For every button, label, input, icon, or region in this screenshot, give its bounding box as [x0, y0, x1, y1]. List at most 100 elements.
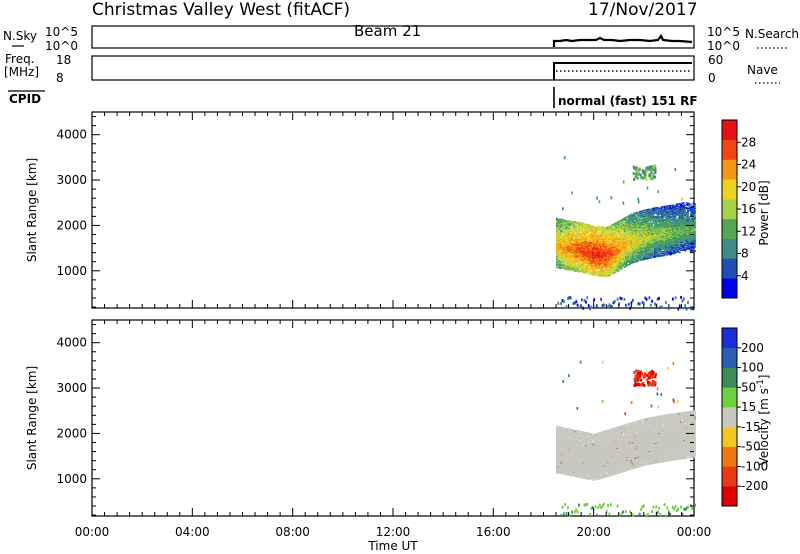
power-cell	[673, 214, 676, 216]
power-cell	[665, 234, 667, 236]
power-cell	[659, 250, 662, 252]
power-cell	[612, 271, 615, 273]
power-cell	[608, 257, 611, 260]
power-cell	[630, 238, 633, 241]
power-cell	[655, 235, 658, 237]
power-scatter-point	[610, 196, 613, 200]
power-cell	[674, 219, 677, 222]
power-cell	[580, 222, 583, 224]
power-cell	[652, 236, 655, 239]
power-cell	[666, 226, 669, 228]
power-cell	[568, 220, 571, 222]
power-cell	[558, 251, 561, 253]
power-cell	[626, 254, 629, 257]
power-cell	[556, 237, 558, 240]
power-cell	[676, 219, 678, 221]
power-cell	[687, 223, 689, 226]
power-cell	[636, 251, 638, 254]
power-near-echo	[667, 307, 670, 310]
power-cell	[598, 257, 601, 259]
power-cell	[620, 219, 623, 221]
power-cell	[583, 261, 586, 264]
power-cell	[640, 258, 642, 260]
power-cell	[558, 253, 561, 255]
power-cell	[615, 257, 618, 259]
power-scatter-point	[674, 168, 677, 171]
power-cell	[609, 231, 612, 234]
power-cell	[569, 221, 572, 224]
power-cell	[587, 228, 590, 230]
power-cell	[591, 234, 594, 236]
power-cell	[651, 223, 653, 226]
power-cell	[662, 238, 665, 241]
power-cell	[625, 239, 627, 242]
power-cell	[687, 203, 689, 206]
power-cell	[564, 259, 567, 261]
power-cell	[633, 227, 636, 230]
power-cell	[586, 250, 589, 253]
power-cell	[564, 229, 567, 231]
power-cell	[590, 252, 593, 255]
power-cell	[694, 215, 696, 217]
power-cell	[622, 235, 625, 237]
power-cell	[614, 240, 616, 243]
power-cell	[644, 231, 647, 233]
freq-label-line2: [MHz]	[4, 65, 39, 79]
power-cell	[638, 240, 641, 243]
power-cell	[640, 210, 642, 213]
power-cell	[654, 219, 656, 221]
power-cell	[678, 230, 681, 233]
power-cell	[572, 246, 575, 248]
power-cell	[586, 268, 589, 271]
power-cell	[561, 250, 564, 253]
power-cell	[662, 221, 665, 224]
power-cell	[649, 237, 652, 239]
power-cell	[597, 263, 600, 265]
power-cell	[557, 254, 560, 257]
power-cell	[673, 248, 676, 250]
power-cell	[616, 258, 619, 260]
power-cell	[576, 247, 579, 250]
power-cell	[641, 258, 644, 260]
power-cell	[678, 217, 681, 220]
power-cell	[658, 223, 660, 225]
power-far-patch-cell	[636, 169, 639, 173]
power-cell	[618, 252, 620, 255]
power-cell	[587, 261, 590, 263]
power-cell	[637, 254, 640, 256]
power-cell	[583, 247, 586, 250]
nave-label: Nave	[747, 63, 778, 77]
power-cell	[630, 215, 633, 218]
power-cell	[692, 245, 695, 247]
power-cell	[598, 261, 601, 263]
power-cell	[561, 249, 564, 252]
power-cell	[571, 244, 573, 247]
power-cell	[580, 229, 583, 231]
power-cell	[583, 255, 586, 258]
power-cell	[623, 250, 626, 252]
velocity-cell	[557, 463, 560, 465]
power-cell	[582, 266, 585, 268]
power-cell	[656, 224, 659, 227]
power-cell	[631, 232, 634, 234]
power-cell	[615, 234, 618, 236]
power-cell	[614, 271, 616, 274]
power-cell	[631, 236, 634, 238]
power-cell	[558, 230, 561, 232]
power-cell	[623, 252, 626, 254]
power-cell	[671, 223, 674, 225]
power-cell	[662, 246, 665, 249]
power-cell	[654, 216, 656, 218]
power-cell	[648, 212, 651, 214]
power-cell	[591, 268, 594, 270]
power-cell	[608, 243, 611, 246]
power-cell	[601, 266, 604, 268]
power-cell	[625, 245, 627, 248]
power-cell	[611, 252, 613, 254]
power-cell	[658, 215, 660, 218]
power-cell	[663, 213, 666, 216]
power-cell	[652, 253, 655, 256]
power-cell	[627, 221, 630, 223]
power-cell	[560, 248, 562, 251]
power-cell	[558, 242, 561, 244]
